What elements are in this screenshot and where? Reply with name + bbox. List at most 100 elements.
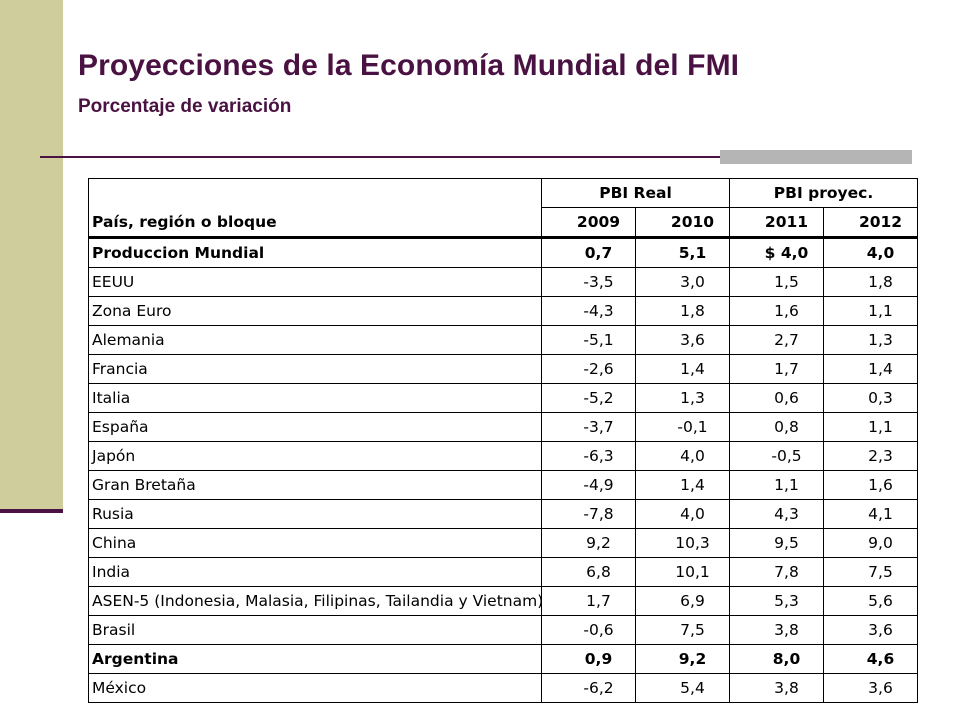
row-value-2010: 1,4 [635,354,730,384]
header-rule [40,156,720,158]
row-value-2011: 5,3 [729,586,824,616]
row-value-2012: 1,8 [822,267,919,297]
slide-title: Proyecciones de la Economía Mundial del … [78,49,740,82]
table-row: ASEN-5 (Indonesia, Malasia, Filipinas, T… [88,586,919,616]
table-row: Alemania -5,1 3,6 2,7 1,3 [88,325,919,355]
row-value-2009: -3,5 [541,267,636,297]
header-group-pbi-proyec: PBI proyec. [728,178,919,208]
row-value-2012: 3,6 [822,615,919,645]
table-header-corner [88,178,542,208]
row-region-name: Brasil [88,615,542,645]
row-value-2011: 1,6 [729,296,824,326]
row-region-name: México [88,673,542,703]
table-row: Zona Euro -4,3 1,8 1,6 1,1 [88,296,919,326]
row-value-2009: -6,2 [541,673,636,703]
row-region-name: Produccion Mundial [88,237,542,268]
side-band-accent-line [0,509,63,513]
table-row: Argentina 0,9 9,2 8,0 4,6 [88,644,919,674]
row-value-2012: 1,4 [822,354,919,384]
table-row: Rusia -7,8 4,0 4,3 4,1 [88,499,919,529]
row-region-name: EEUU [88,267,542,297]
table-row: Produccion Mundial 0,7 5,1 $ 4,0 4,0 [88,237,919,268]
row-value-2010: 3,0 [635,267,730,297]
row-value-2012: 0,3 [822,383,919,413]
row-value-2010: 3,6 [635,325,730,355]
table-row: Gran Bretaña -4,9 1,4 1,1 1,6 [88,470,919,500]
row-region-name: Gran Bretaña [88,470,542,500]
table-row: Brasil -0,6 7,5 3,8 3,6 [88,615,919,645]
header-group-pbi-real: PBI Real [541,178,730,208]
row-value-2012: 3,6 [822,673,919,703]
row-value-2010: 4,0 [635,499,730,529]
row-value-2010: 7,5 [635,615,730,645]
row-value-2009: 0,9 [541,644,636,674]
row-value-2012: 1,1 [822,296,919,326]
row-value-2011: 1,1 [729,470,824,500]
row-region-name: Italia [88,383,542,413]
table-row: Italia -5,2 1,3 0,6 0,3 [88,383,919,413]
table-row: Japón -6,3 4,0 -0,5 2,3 [88,441,919,471]
row-value-2009: -2,6 [541,354,636,384]
table-body: Produccion Mundial 0,7 5,1 $ 4,0 4,0 EEUU -3,5… [88,237,919,703]
row-value-2011: 4,3 [729,499,824,529]
row-value-2009: 1,7 [541,586,636,616]
row-region-name: India [88,557,542,587]
table-row: China 9,2 10,3 9,5 9,0 [88,528,919,558]
row-value-2012: 7,5 [822,557,919,587]
row-region-name: ASEN-5 (Indonesia, Malasia, Filipinas, T… [88,586,542,616]
row-value-2011: 0,8 [729,412,824,442]
row-value-2011: 3,8 [729,673,824,703]
row-value-2011: 9,5 [729,528,824,558]
table-row: India 6,8 10,1 7,8 7,5 [88,557,919,587]
row-value-2011: -0,5 [729,441,824,471]
row-value-2009: -7,8 [541,499,636,529]
row-region-name: Rusia [88,499,542,529]
row-value-2011: 7,8 [729,557,824,587]
row-value-2009: -0,6 [541,615,636,645]
header-year-2011: 2011 [729,207,824,239]
table-row: México -6,2 5,4 3,8 3,6 [88,673,919,703]
row-value-2012: 4,0 [822,237,919,268]
table-header-group-row: PBI Real PBI proyec. [88,178,919,208]
row-region-name: Zona Euro [88,296,542,326]
header-year-2009: 2009 [541,207,636,239]
row-value-2010: 5,4 [635,673,730,703]
table-row: EEUU -3,5 3,0 1,5 1,8 [88,267,919,297]
row-value-2009: -4,9 [541,470,636,500]
row-value-2010: 1,8 [635,296,730,326]
row-value-2011: 1,5 [729,267,824,297]
header-year-2012: 2012 [822,207,919,239]
row-value-2012: 1,6 [822,470,919,500]
row-value-2009: -5,1 [541,325,636,355]
row-value-2010: 1,4 [635,470,730,500]
row-value-2009: 9,2 [541,528,636,558]
header-country-label: País, región o bloque [88,207,542,239]
slide-subtitle: Porcentaje de variación [78,96,292,117]
row-value-2011: 8,0 [729,644,824,674]
row-value-2012: 2,3 [822,441,919,471]
row-region-name: Alemania [88,325,542,355]
row-value-2010: 4,0 [635,441,730,471]
header-year-2010: 2010 [635,207,730,239]
row-value-2010: 1,3 [635,383,730,413]
row-value-2011: 2,7 [729,325,824,355]
row-value-2011: 3,8 [729,615,824,645]
row-value-2012: 5,6 [822,586,919,616]
row-region-name: Argentina [88,644,542,674]
row-value-2009: 0,7 [541,237,636,268]
row-value-2011: 1,7 [729,354,824,384]
row-value-2009: 6,8 [541,557,636,587]
row-value-2009: -5,2 [541,383,636,413]
row-region-name: España [88,412,542,442]
row-value-2011: 0,6 [729,383,824,413]
row-value-2012: 1,1 [822,412,919,442]
row-value-2010: 6,9 [635,586,730,616]
row-value-2009: -3,7 [541,412,636,442]
row-value-2009: -6,3 [541,441,636,471]
table-header-year-row: País, región o bloque 2009 2010 2011 201… [88,207,919,239]
projections-table: PBI Real PBI proyec. País, región o bloq… [88,178,919,703]
side-band [0,0,63,512]
row-value-2010: 5,1 [635,237,730,268]
row-value-2010: -0,1 [635,412,730,442]
table-row: España -3,7 -0,1 0,8 1,1 [88,412,919,442]
